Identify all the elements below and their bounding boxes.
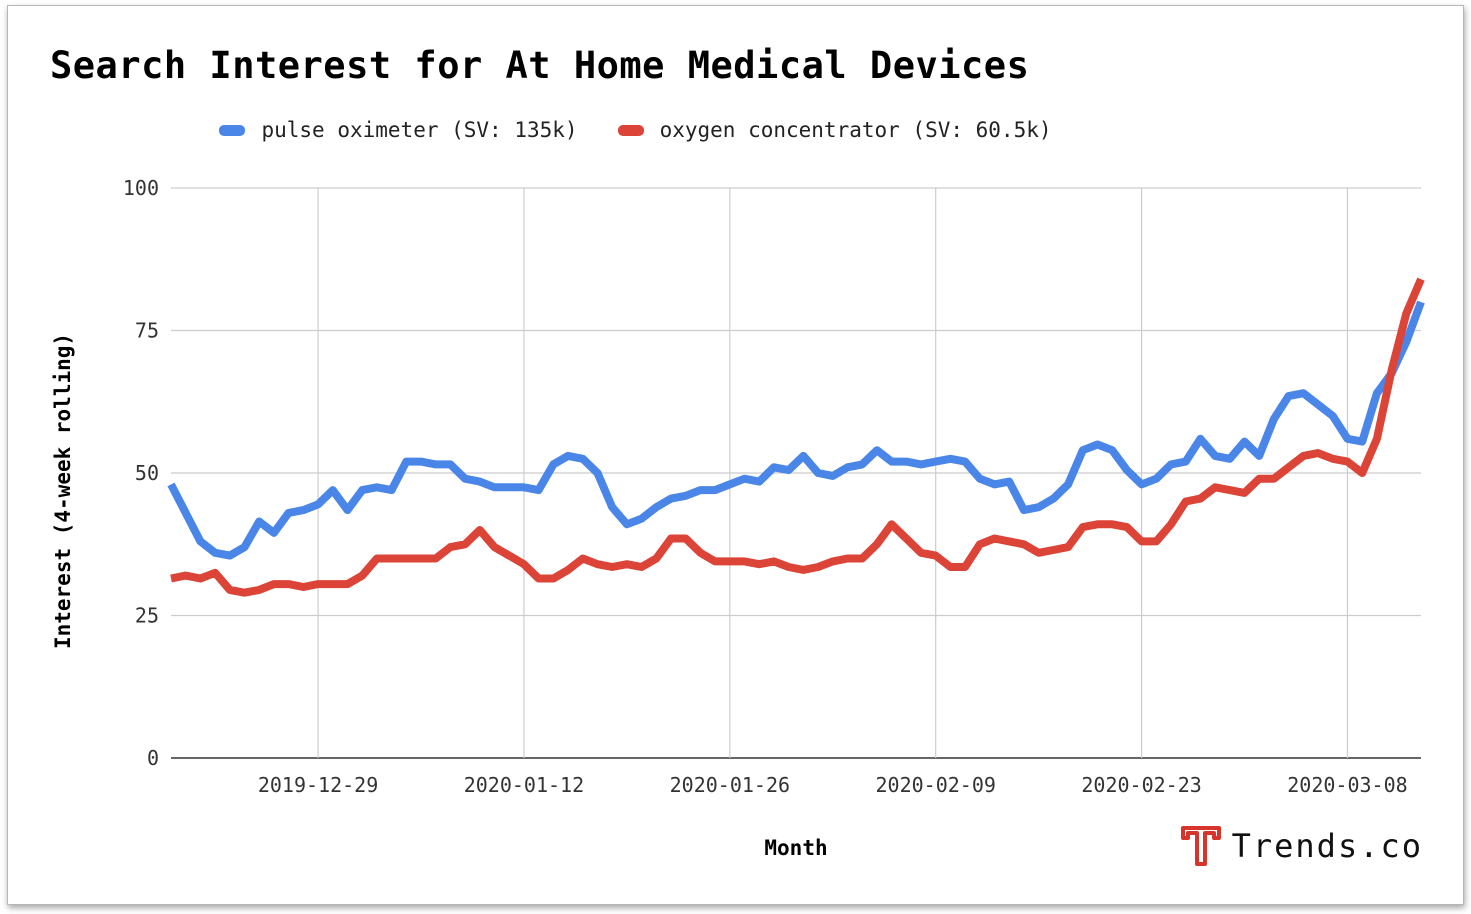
- grid-lines: [171, 187, 1421, 759]
- x-tick-label: 2020-03-08: [1287, 773, 1407, 797]
- x-axis-tick-labels: 2019-12-29 2020-01-12 2020-01-26 2020-02-09…: [258, 773, 1408, 797]
- x-axis-label: Month: [764, 836, 827, 860]
- series-line-pulse-oximeter[interactable]: [167, 300, 1425, 560]
- x-tick-label: 2019-12-29: [258, 773, 378, 797]
- legend-swatch-pulse-oximeter: [219, 124, 246, 136]
- y-tick-label: 75: [135, 319, 159, 343]
- chart-legend: pulse oximeter (SV: 135k) oxygen concent…: [8, 118, 1463, 142]
- series-lines: [167, 277, 1425, 597]
- brand-name: Trends.co: [1231, 827, 1423, 865]
- x-tick-label: 2020-02-09: [875, 773, 995, 797]
- line-chart: 0 25 50 75 100 2019-12-29 2020-01-12 2020-01-2…: [51, 176, 1425, 860]
- y-tick-label: 50: [135, 461, 159, 485]
- chart-title: Search Interest for At Home Medical Devi…: [50, 44, 1030, 87]
- legend-swatch-oxygen-concentrator: [617, 124, 644, 136]
- trends-logo-icon: [1180, 826, 1221, 866]
- legend-label-oxygen-concentrator: oxygen concentrator (SV: 60.5k): [659, 118, 1052, 142]
- legend-label-pulse-oximeter: pulse oximeter (SV: 135k): [261, 118, 578, 142]
- y-axis-label: Interest (4-week rolling): [51, 333, 75, 649]
- x-tick-label: 2020-01-26: [670, 773, 790, 797]
- legend-item-pulse-oximeter[interactable]: pulse oximeter (SV: 135k): [219, 118, 578, 142]
- x-tick-label: 2020-01-12: [464, 773, 584, 797]
- y-tick-label: 100: [123, 176, 159, 200]
- legend-item-oxygen-concentrator[interactable]: oxygen concentrator (SV: 60.5k): [617, 118, 1052, 142]
- chart-frame: Search Interest for At Home Medical Devi…: [7, 5, 1464, 905]
- brand-mark: Trends.co: [1180, 824, 1423, 868]
- x-tick-label: 2020-02-23: [1081, 773, 1201, 797]
- y-tick-label: 25: [135, 604, 159, 628]
- y-axis-tick-labels: 0 25 50 75 100: [123, 176, 159, 770]
- series-line-oxygen-concentrator[interactable]: [170, 277, 1425, 597]
- y-tick-label: 0: [147, 746, 159, 770]
